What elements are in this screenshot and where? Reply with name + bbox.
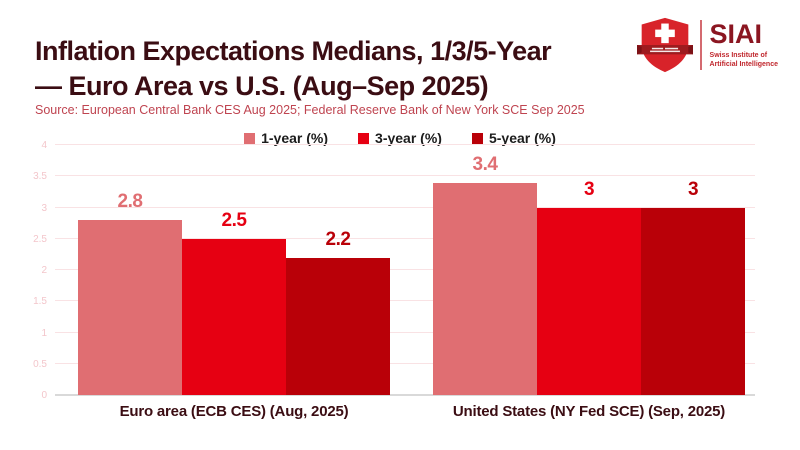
page-title-line-2: — Euro Area vs U.S. (Aug–Sep 2025)	[35, 71, 489, 102]
y-axis-tick-label: 1.5	[33, 296, 47, 308]
legend-swatch-icon	[471, 132, 483, 144]
gridline	[55, 300, 755, 302]
gridline	[55, 269, 755, 270]
gridline	[55, 175, 755, 177]
x-axis-line	[55, 394, 755, 396]
y-axis-tick-label: 2.5	[33, 233, 47, 245]
logo-acronym: SIAI	[709, 18, 763, 49]
logo-tagline-line-1: Swiss Institute of	[709, 51, 768, 59]
bar-3-year-	[537, 207, 641, 395]
bar-3-year-	[182, 238, 286, 395]
y-axis-tick-label: 4	[41, 140, 47, 151]
bar-1-year-	[78, 220, 182, 395]
gridline	[55, 237, 755, 239]
y-axis-tick-label: 1	[41, 327, 47, 339]
y-axis-tick-label: 0	[41, 390, 47, 401]
y-axis-tick-label: 3	[41, 202, 47, 214]
legend-item: 3-year (%)	[358, 130, 442, 146]
siai-shield-icon	[636, 17, 693, 73]
logo-tagline: Swiss Institute of Artificial Intelligenc…	[710, 51, 778, 70]
source-note: Source: European Central Bank CES Aug 20…	[35, 103, 585, 117]
page-title: Inflation Expectations Medians, 1/3/5-Ye…	[35, 34, 660, 104]
legend-label: 3-year (%)	[375, 130, 442, 146]
siai-logo: SIAI Swiss Institute of Artificial Intell…	[636, 14, 778, 76]
legend-item: 1-year (%)	[244, 130, 328, 146]
gridline	[55, 144, 755, 145]
y-axis-tick-label: 3.5	[33, 171, 47, 183]
gridline	[55, 331, 755, 333]
bar-chart-plot: 0 0.5 1 1.5 2 2.5 3 3.5 4 2.8 2.5 2.2 3.4 3 3	[33, 140, 755, 401]
bar-value-label: 2.2	[325, 228, 351, 250]
chart-legend: 1-year (%) 3-year (%) 5-year (%)	[0, 130, 800, 146]
ribbon-decoration	[649, 47, 680, 53]
logo-tagline-line-2: Artificial Intelligence	[709, 61, 778, 68]
legend-item: 5-year (%)	[471, 130, 556, 146]
gridline	[55, 362, 755, 364]
x-axis-category-label: United States (NY Fed SCE) (Sep, 2025)	[452, 403, 726, 420]
bar-value-label: 3.4	[472, 153, 498, 175]
logo-text: SIAI Swiss Institute of Artificial Intell…	[709, 18, 778, 70]
page-title-line-1: Inflation Expectations Medians, 1/3/5-Ye…	[35, 36, 552, 67]
y-axis-tick-label: 2	[41, 265, 47, 276]
bar-value-label: 3	[687, 178, 699, 200]
legend-label: 5-year (%)	[488, 130, 556, 146]
legend-label: 1-year (%)	[261, 130, 329, 146]
legend-swatch-icon	[358, 132, 370, 144]
legend-swatch-icon	[244, 132, 256, 144]
x-axis-labels: Euro area (ECB CES) (Aug, 2025) United St…	[55, 403, 755, 425]
bar-value-label: 3	[583, 178, 595, 200]
bar-5-year-	[286, 257, 390, 395]
bar-1-year-	[433, 182, 537, 395]
bar-value-label: 2.8	[117, 191, 143, 212]
gridline	[55, 206, 755, 208]
bar-value-label: 2.5	[221, 209, 247, 231]
logo-divider	[699, 20, 702, 70]
y-axis-tick-label: 0.5	[33, 358, 47, 370]
bar-5-year-	[641, 207, 745, 395]
x-axis-category-label: Euro area (ECB CES) (Aug, 2025)	[119, 403, 349, 420]
